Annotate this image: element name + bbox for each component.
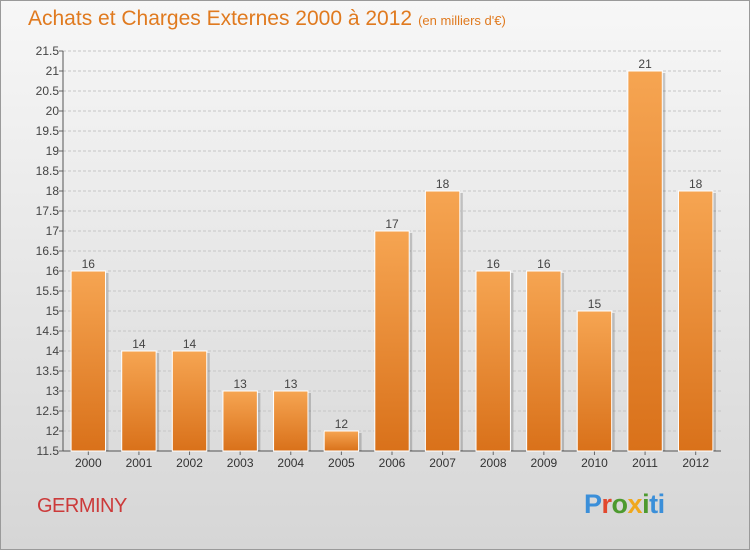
x-tick-label: 2004 xyxy=(277,456,304,470)
y-tick-label: 14.5 xyxy=(36,324,60,338)
x-tick-label: 2011 xyxy=(632,456,658,470)
bar-value-label: 16 xyxy=(82,257,96,271)
bar xyxy=(374,230,410,452)
logo-letter: t xyxy=(649,489,658,519)
bar-value-label: 17 xyxy=(385,217,399,231)
chart-unit: (en milliers d'€) xyxy=(418,13,506,28)
bar-layer: 16 14 14 13 13 12 17 18 16 16 15 21 18 xyxy=(70,57,716,452)
proxiti-logo: Proxiti xyxy=(584,489,665,520)
y-tick-label: 12 xyxy=(46,424,60,438)
logo-letter: P xyxy=(584,489,602,519)
y-tick-label: 20.5 xyxy=(36,84,60,98)
y-tick-label: 18 xyxy=(46,184,60,198)
logo-letter: x xyxy=(627,489,643,519)
bar-value-label: 13 xyxy=(233,377,247,391)
bar xyxy=(526,270,562,452)
bar xyxy=(171,350,208,452)
bar xyxy=(677,190,714,452)
bar xyxy=(475,270,511,452)
chart-title: Achats et Charges Externes 2000 à 2012 (e… xyxy=(28,7,506,31)
logo-letter: r xyxy=(601,489,613,519)
bar xyxy=(273,390,309,452)
bar xyxy=(121,350,157,452)
logo-letter: i xyxy=(642,489,650,519)
y-tick-label: 15 xyxy=(46,304,60,318)
bar-value-label: 14 xyxy=(132,337,146,351)
y-tick-label: 19.5 xyxy=(36,124,60,138)
x-tick-label: 2006 xyxy=(379,456,406,470)
bar xyxy=(424,190,461,452)
x-tick-label: 2001 xyxy=(126,456,153,470)
x-tick-label: 2002 xyxy=(176,456,203,470)
bar xyxy=(323,430,360,452)
y-tick-label: 21 xyxy=(46,64,60,78)
chart-title-text: Achats et Charges Externes 2000 à 2012 xyxy=(28,7,413,30)
x-tick-label: 2012 xyxy=(682,456,709,470)
x-tick-label: 2000 xyxy=(75,456,102,470)
bar-value-label: 16 xyxy=(537,257,551,271)
x-tick-label: 2005 xyxy=(328,456,355,470)
bar-value-label: 18 xyxy=(689,177,703,191)
x-tick-label: 2007 xyxy=(429,456,456,470)
x-tick-label: 2008 xyxy=(480,456,507,470)
y-tick-label: 14 xyxy=(46,344,60,358)
y-tick-label: 18.5 xyxy=(36,164,60,178)
y-tick-label: 17.5 xyxy=(36,204,60,218)
y-tick-label: 13.5 xyxy=(36,364,60,378)
x-tick-label: 2010 xyxy=(581,456,608,470)
y-tick-label: 20 xyxy=(46,104,60,118)
logo-letter: o xyxy=(611,489,629,519)
y-tick-label: 13 xyxy=(46,384,60,398)
bar xyxy=(627,70,663,452)
bar-value-label: 21 xyxy=(638,57,652,71)
bar-value-label: 16 xyxy=(487,257,501,271)
y-tick-label: 16.5 xyxy=(36,244,60,258)
axis-layer: 11.5 12 12.5 13 13.5 14 14.5 15 15.5 16 16.5 17 17.5… xyxy=(36,44,721,470)
y-tick-label: 12.5 xyxy=(36,404,60,418)
y-tick-label: 17 xyxy=(46,224,60,238)
bar-value-label: 15 xyxy=(588,297,602,311)
place-name: GERMINY xyxy=(37,495,127,517)
x-tick-label: 2003 xyxy=(227,456,254,470)
y-tick-label: 19 xyxy=(46,144,60,158)
bar-value-label: 14 xyxy=(183,337,197,351)
logo-letter: i xyxy=(657,489,666,519)
bar xyxy=(222,390,258,452)
bar xyxy=(70,270,107,452)
y-tick-label: 21.5 xyxy=(36,44,60,58)
y-tick-label: 15.5 xyxy=(36,284,60,298)
x-tick-label: 2009 xyxy=(530,456,557,470)
bar-value-label: 13 xyxy=(284,377,298,391)
bar-value-label: 18 xyxy=(436,177,450,191)
bar xyxy=(576,310,613,452)
y-tick-label: 11.5 xyxy=(37,444,60,458)
y-tick-label: 16 xyxy=(46,264,60,278)
bar-value-label: 12 xyxy=(335,417,349,431)
